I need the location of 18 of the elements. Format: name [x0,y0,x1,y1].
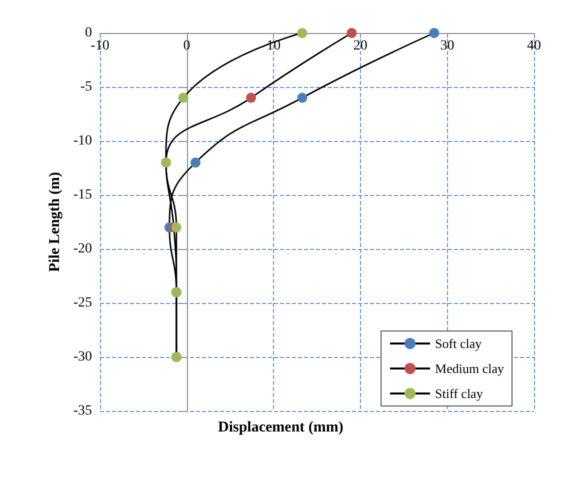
y-tick-label: -35 [73,404,92,418]
x-tick-label: 30 [440,38,454,54]
y-tick-label: -5 [80,80,92,94]
y-tick-label: -30 [73,350,92,364]
y-tick-label: -10 [73,134,92,148]
legend-label: Soft clay [435,336,482,351]
y-tick-label: -15 [73,188,92,202]
x-axis-title: Displacement (mm) [218,420,344,436]
x-tick-label: 0 [183,38,190,54]
y-axis-title: Pile Length (m) [46,172,63,272]
legend-label: Medium clay [435,361,504,376]
x-tick-label: 40 [527,38,541,54]
y-tick-label: -20 [73,242,92,256]
x-tick-label: -10 [90,38,110,54]
y-tick-label: 0 [85,26,92,40]
x-tick-label: 20 [353,38,368,54]
legend-label: Stiff clay [435,386,484,401]
y-tick-label: -25 [73,296,92,310]
